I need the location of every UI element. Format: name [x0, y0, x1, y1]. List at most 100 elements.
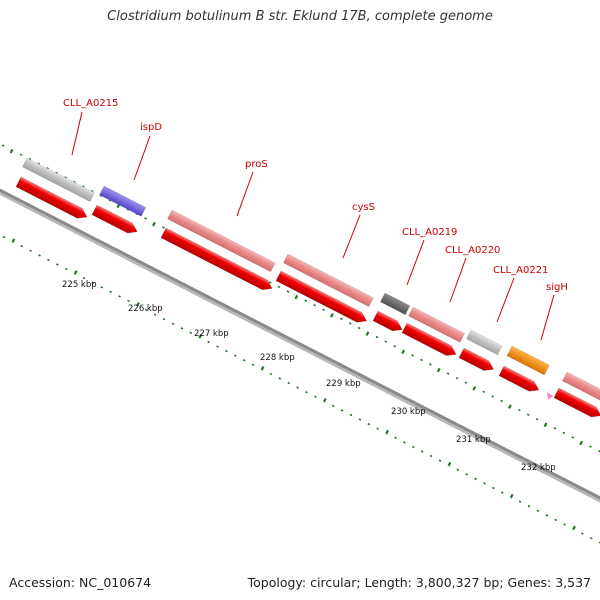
- scale-tick-minor: [1, 144, 5, 147]
- cds-arrow[interactable]: [458, 347, 496, 374]
- scale-tick-minor: [242, 359, 246, 362]
- topology-summary: Topology: circular; Length: 3,800,327 bp…: [247, 575, 591, 590]
- scale-tick-minor: [429, 363, 432, 366]
- scale-tick-major: [579, 440, 583, 446]
- gene-feature-pink[interactable]: [562, 371, 600, 402]
- gene-feature-pink[interactable]: [283, 253, 374, 308]
- scale-tick-minor: [482, 390, 486, 394]
- scale-tick-minor: [313, 303, 317, 307]
- scale-tick-minor: [286, 290, 290, 293]
- gene-leader-line: [236, 171, 254, 217]
- cds-arrow[interactable]: [91, 204, 140, 237]
- scale-tick-minor: [420, 450, 424, 453]
- cds-arrow[interactable]: [498, 365, 541, 395]
- scale-tick-minor: [100, 286, 104, 289]
- scale-tick-minor: [545, 514, 549, 517]
- scale-tick-minor: [47, 258, 50, 262]
- scale-tick-minor: [38, 254, 41, 257]
- accession-text: Accession: NC_010674: [9, 575, 152, 590]
- cds-arrow[interactable]: [553, 387, 600, 421]
- gene-feature-orange[interactable]: [506, 345, 550, 376]
- gene-feature-grey[interactable]: [22, 157, 96, 202]
- scale-tick-major: [472, 386, 477, 391]
- scale-tick-minor: [349, 413, 353, 417]
- scale-tick-major: [260, 366, 265, 371]
- kbp-label: 232 kbp: [521, 463, 556, 473]
- gene-label[interactable]: CLL_A0215: [63, 98, 118, 109]
- cds-arrow[interactable]: [160, 227, 275, 293]
- scale-tick-major: [447, 461, 452, 467]
- scale-tick-minor: [420, 358, 423, 362]
- scale-tick-minor: [464, 381, 468, 384]
- scale-tick-minor: [322, 308, 325, 311]
- gene-feature-dark[interactable]: [380, 292, 411, 316]
- gene-label[interactable]: cysS: [352, 202, 375, 213]
- scale-tick-minor: [456, 468, 460, 471]
- scale-tick-minor: [492, 486, 495, 490]
- scale-tick-major: [385, 429, 390, 435]
- scale-tick-minor: [91, 281, 95, 284]
- scale-tick-minor: [554, 518, 558, 522]
- gene-label[interactable]: ispD: [140, 122, 162, 133]
- scale-tick-minor: [64, 267, 68, 271]
- scale-tick-major: [572, 525, 576, 531]
- genome-backbone: [0, 188, 600, 500]
- scale-tick-minor: [536, 509, 540, 513]
- scale-tick-major: [322, 397, 327, 403]
- cds-arrow[interactable]: [275, 270, 369, 326]
- cds-arrow[interactable]: [401, 322, 459, 359]
- scale-tick-minor: [144, 308, 148, 312]
- scale-tick-minor: [589, 536, 593, 540]
- scale-tick-minor: [340, 409, 344, 412]
- scale-tick-major: [330, 313, 334, 318]
- scale-tick-major: [73, 270, 78, 275]
- cds-arrow[interactable]: [15, 176, 90, 222]
- scale-tick-minor: [527, 505, 531, 508]
- gene-label[interactable]: CLL_A0221: [493, 265, 548, 276]
- kbp-label: 228 kbp: [260, 353, 295, 363]
- genome-backbone-shadow: [0, 189, 600, 503]
- scale-tick-minor: [562, 431, 566, 435]
- gene-label[interactable]: CLL_A0219: [402, 227, 457, 238]
- scale-tick-minor: [287, 381, 291, 385]
- scale-tick-minor: [314, 395, 317, 398]
- scale-tick-minor: [20, 245, 24, 248]
- scale-tick-minor: [268, 281, 272, 284]
- scale-tick-minor: [189, 331, 193, 335]
- cds-arrow[interactable]: [372, 310, 405, 334]
- scale-tick-minor: [553, 427, 557, 430]
- gene-label[interactable]: sigH: [546, 282, 568, 293]
- scale-tick-minor: [19, 153, 23, 156]
- scale-tick-minor: [474, 477, 477, 481]
- scale-tick-major: [509, 493, 514, 499]
- gene-feature-pink[interactable]: [408, 306, 466, 343]
- kbp-label: 226 kbp: [128, 304, 163, 314]
- scale-tick-minor: [278, 377, 282, 380]
- gene-leader-line: [342, 214, 361, 259]
- gene-feature-grey[interactable]: [466, 329, 503, 356]
- scale-tick-minor: [358, 418, 362, 421]
- scale-tick-minor: [446, 372, 450, 375]
- scale-tick-minor: [518, 408, 521, 412]
- scale-tick-minor: [162, 318, 166, 321]
- gene-leader-line: [540, 294, 555, 341]
- scale-tick-minor: [296, 386, 299, 389]
- scale-tick-major: [198, 334, 203, 339]
- gene-feature-pink[interactable]: [167, 209, 276, 273]
- scale-tick-minor: [500, 399, 503, 403]
- scale-tick-minor: [384, 340, 388, 343]
- scale-tick-minor: [29, 249, 32, 253]
- scale-tick-major: [543, 422, 548, 428]
- gene-leader-line: [71, 111, 83, 156]
- gene-label[interactable]: CLL_A0220: [445, 245, 500, 256]
- scale-tick-minor: [500, 491, 504, 494]
- gene-feature-purple[interactable]: [99, 185, 147, 217]
- scale-tick-minor: [269, 372, 273, 376]
- scale-tick-minor: [118, 295, 121, 298]
- scale-tick-minor: [411, 354, 414, 357]
- gene-label[interactable]: proS: [245, 159, 268, 170]
- scale-tick-minor: [277, 285, 281, 289]
- scale-tick-minor: [518, 500, 522, 503]
- scale-tick-minor: [55, 263, 59, 266]
